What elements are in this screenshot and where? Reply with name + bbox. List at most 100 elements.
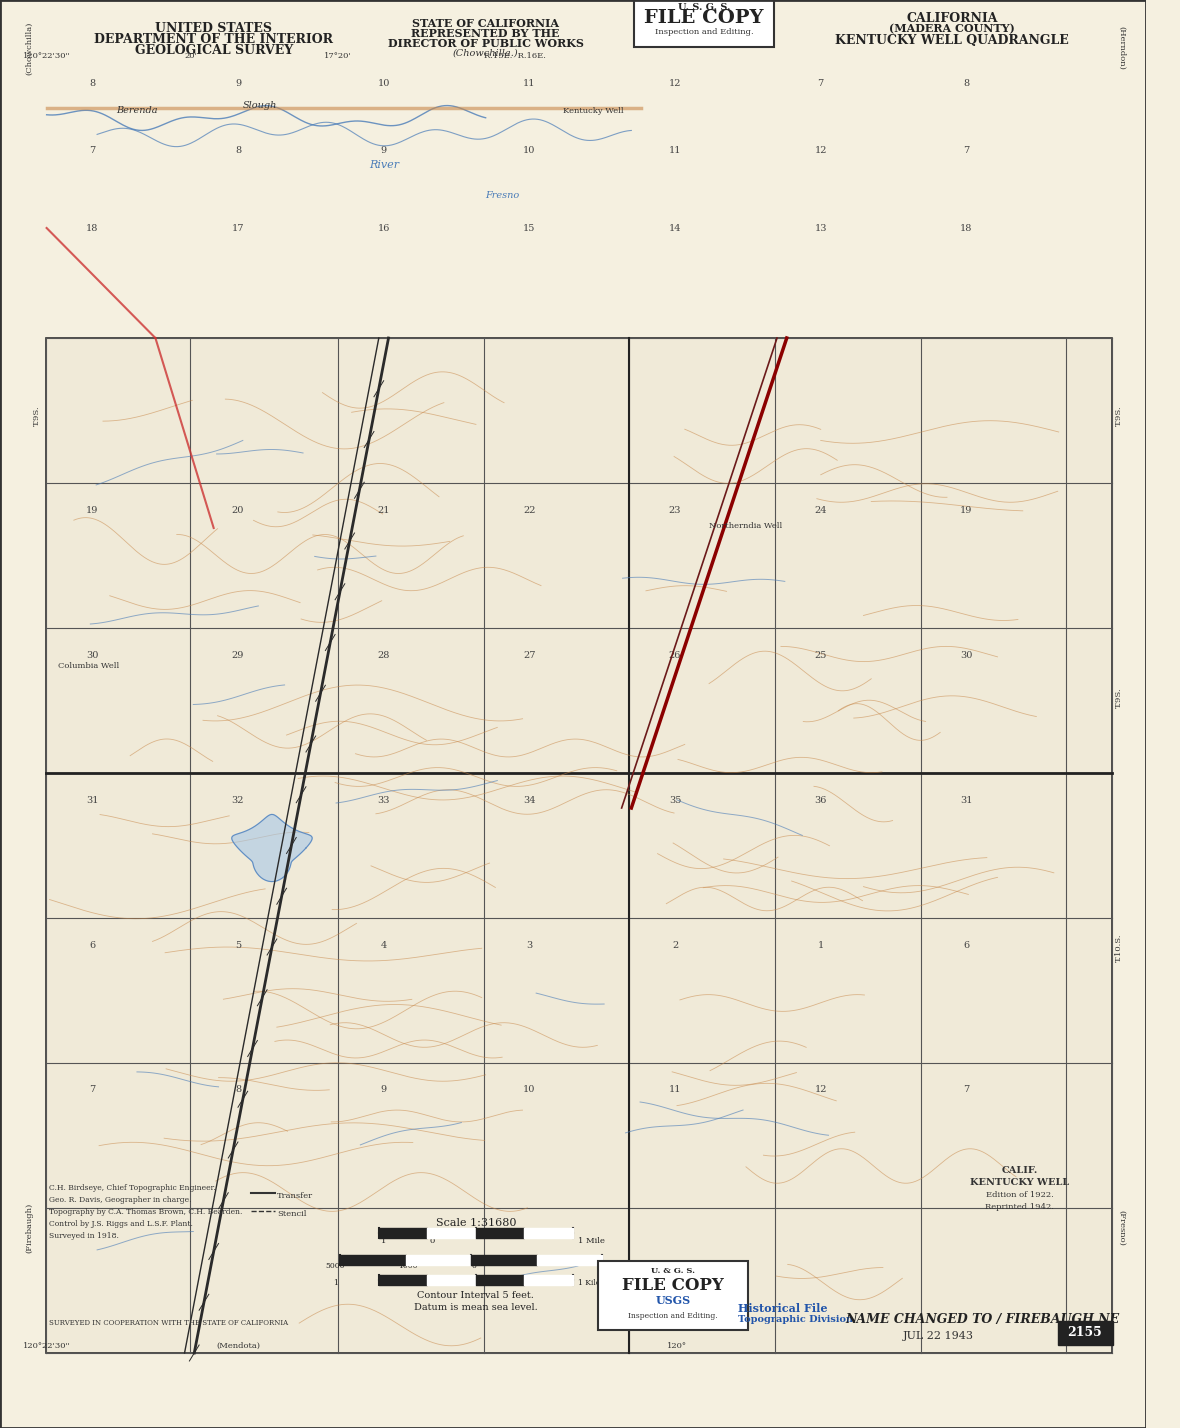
Text: JUL 22 1943: JUL 22 1943 [904, 1331, 975, 1341]
Text: NAME CHANGED TO / FIREBAUGH NE: NAME CHANGED TO / FIREBAUGH NE [845, 1314, 1119, 1327]
Text: 17°20': 17°20' [324, 51, 352, 60]
Text: 19: 19 [86, 506, 98, 514]
Text: 36: 36 [814, 795, 827, 804]
Text: 1 Mile: 1 Mile [578, 1237, 605, 1245]
Text: UNITED STATES: UNITED STATES [156, 21, 273, 34]
Text: 26: 26 [669, 651, 681, 660]
Text: 21: 21 [378, 506, 389, 514]
Text: 1000: 1000 [398, 1262, 418, 1269]
Text: 7: 7 [963, 146, 970, 154]
Text: (Mendota): (Mendota) [216, 1342, 260, 1349]
Text: 9: 9 [381, 146, 387, 154]
Text: 5: 5 [235, 941, 241, 950]
FancyBboxPatch shape [635, 0, 774, 47]
Text: 1: 1 [333, 1279, 337, 1287]
Text: 10: 10 [523, 1085, 536, 1094]
Text: Stencil: Stencil [277, 1210, 307, 1218]
Text: 24: 24 [814, 506, 827, 514]
Text: DIRECTOR OF PUBLIC WORKS: DIRECTOR OF PUBLIC WORKS [388, 37, 584, 49]
Text: CALIFORNIA: CALIFORNIA [906, 11, 997, 24]
Text: 8: 8 [235, 1085, 241, 1094]
Text: River: River [369, 160, 399, 170]
Text: 29: 29 [231, 651, 244, 660]
Text: Geo. R. Davis, Geographer in charge.: Geo. R. Davis, Geographer in charge. [48, 1197, 191, 1204]
Text: T.10.S.: T.10.S. [1115, 934, 1123, 962]
Text: 120°: 120° [667, 1342, 687, 1349]
Text: 9: 9 [235, 79, 241, 87]
Text: 11: 11 [669, 146, 681, 154]
Text: 11: 11 [523, 79, 536, 87]
Text: Historical File: Historical File [739, 1302, 827, 1314]
Text: 0: 0 [430, 1237, 435, 1245]
Text: 12: 12 [669, 79, 681, 87]
Text: 7: 7 [818, 79, 824, 87]
Text: 7: 7 [90, 1085, 96, 1094]
Text: 10: 10 [523, 146, 536, 154]
Text: 18: 18 [86, 224, 98, 233]
Text: Berenda: Berenda [117, 106, 158, 116]
Text: 31: 31 [86, 795, 98, 804]
Text: 31: 31 [961, 795, 972, 804]
Text: Reprinted 1942.: Reprinted 1942. [985, 1202, 1054, 1211]
Text: FILE COPY: FILE COPY [644, 9, 763, 27]
Text: 4: 4 [380, 941, 387, 950]
Text: (Fresno): (Fresno) [1117, 1210, 1126, 1247]
Text: U. S. G. S.: U. S. G. S. [678, 3, 730, 11]
Text: 2155: 2155 [1068, 1327, 1102, 1339]
Text: REPRESENTED BY THE: REPRESENTED BY THE [412, 27, 559, 39]
Text: 12: 12 [814, 1085, 827, 1094]
Text: Datum is mean sea level.: Datum is mean sea level. [414, 1304, 538, 1312]
Text: Inspection and Editing.: Inspection and Editing. [628, 1312, 717, 1319]
Text: (Chowchilla): (Chowchilla) [25, 21, 33, 74]
Polygon shape [46, 338, 1112, 1352]
Text: Contour Interval 5 feet.: Contour Interval 5 feet. [418, 1291, 535, 1301]
Text: Slough: Slough [243, 101, 277, 110]
Text: 23: 23 [669, 506, 681, 514]
Text: 20': 20' [185, 51, 198, 60]
Text: 6: 6 [90, 941, 96, 950]
Text: 15: 15 [523, 224, 536, 233]
Text: FILE COPY: FILE COPY [622, 1277, 725, 1294]
Text: Columbia Well: Columbia Well [58, 663, 119, 670]
Text: (Firebaugh): (Firebaugh) [25, 1202, 33, 1254]
Text: 32: 32 [231, 795, 244, 804]
Text: 2: 2 [671, 941, 678, 950]
Text: 35: 35 [669, 795, 681, 804]
Text: KENTUCKY WELL: KENTUCKY WELL [970, 1178, 1069, 1187]
Text: 20: 20 [231, 506, 244, 514]
Text: STATE OF CALIFORNIA: STATE OF CALIFORNIA [412, 17, 559, 29]
Text: 16: 16 [378, 224, 389, 233]
Text: 5000 Feet: 5000 Feet [607, 1262, 645, 1269]
Text: 8: 8 [235, 146, 241, 154]
Text: Fresno: Fresno [486, 191, 520, 200]
Text: 33: 33 [378, 795, 389, 804]
Text: GEOLOGICAL SURVEY: GEOLOGICAL SURVEY [135, 43, 293, 57]
Text: 120°22'30": 120°22'30" [22, 1342, 71, 1349]
Text: 12: 12 [814, 146, 827, 154]
Text: 1 Kilometer: 1 Kilometer [578, 1279, 623, 1287]
Polygon shape [231, 814, 313, 881]
Text: 5000: 5000 [326, 1262, 345, 1269]
Text: (Herndon): (Herndon) [1117, 26, 1126, 70]
Text: 1: 1 [381, 1237, 386, 1245]
Text: 25: 25 [814, 651, 827, 660]
Text: 8: 8 [963, 79, 970, 87]
Text: Topographic Division: Topographic Division [739, 1315, 853, 1325]
Text: USGS: USGS [656, 1295, 690, 1305]
Text: 30: 30 [86, 651, 98, 660]
Text: Topography by C.A. Thomas Brown, C.H. Bearden.: Topography by C.A. Thomas Brown, C.H. Be… [48, 1208, 242, 1217]
Text: Kentucky Well: Kentucky Well [563, 107, 624, 116]
Text: T.9S.: T.9S. [33, 406, 41, 427]
Text: 13: 13 [814, 224, 827, 233]
Text: 6: 6 [963, 941, 970, 950]
FancyBboxPatch shape [598, 1261, 748, 1329]
Text: C.H. Birdseye, Chief Topographic Engineer.: C.H. Birdseye, Chief Topographic Enginee… [48, 1184, 215, 1192]
Text: 0: 0 [430, 1279, 434, 1287]
Text: T.9S.: T.9S. [1115, 406, 1123, 427]
Text: Transfer: Transfer [277, 1192, 313, 1200]
Text: 18: 18 [961, 224, 972, 233]
Text: 9: 9 [381, 1085, 387, 1094]
Text: Inspection and Editing.: Inspection and Editing. [655, 29, 754, 36]
Text: (Chowchilla.): (Chowchilla.) [453, 49, 518, 57]
Text: 17: 17 [231, 224, 244, 233]
